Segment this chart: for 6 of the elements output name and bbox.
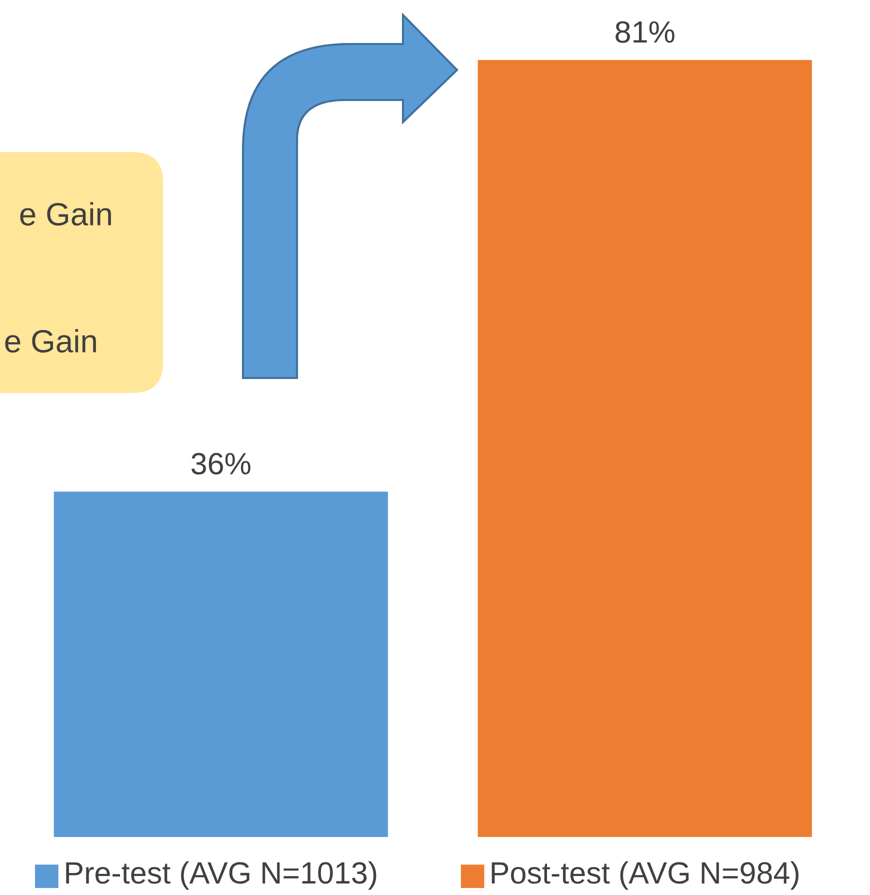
data-label: 81%	[616, 21, 674, 43]
x-tick-label: Post-test (AVG N=984)	[492, 861, 799, 890]
data-label: 36%	[191, 452, 250, 475]
annotation: e Gain	[5, 329, 96, 353]
annotation: e Gain	[20, 202, 111, 226]
x-tick-label: Pre-test (AVG N=1013)	[66, 861, 376, 890]
